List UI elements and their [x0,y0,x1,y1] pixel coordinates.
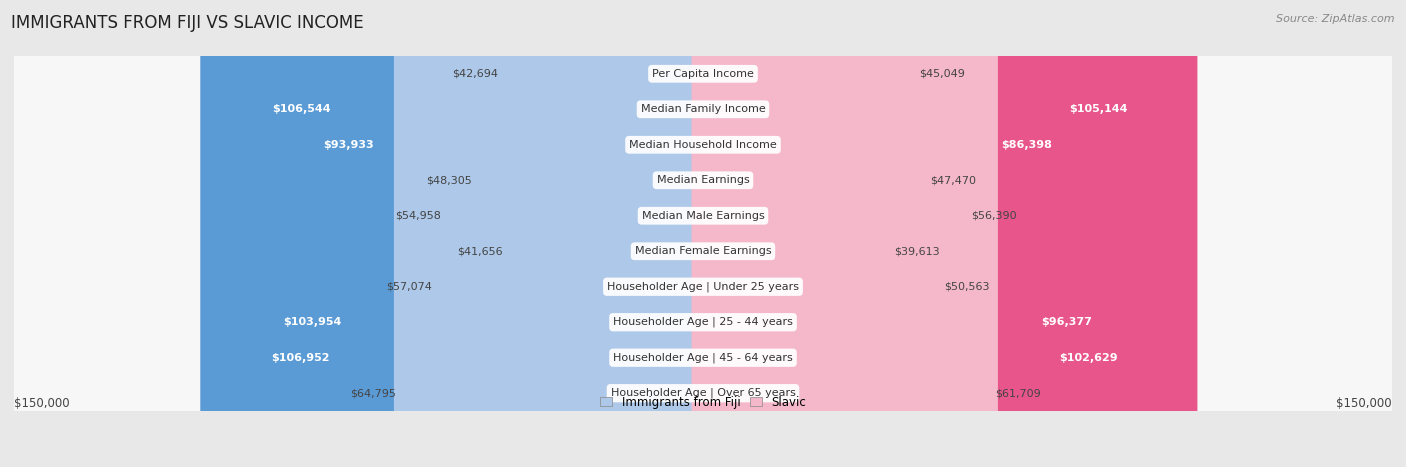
Text: Median Household Income: Median Household Income [628,140,778,150]
FancyBboxPatch shape [692,0,946,467]
Text: $45,049: $45,049 [920,69,965,79]
Text: $54,958: $54,958 [395,211,441,221]
Text: Householder Age | 45 - 64 years: Householder Age | 45 - 64 years [613,353,793,363]
FancyBboxPatch shape [10,0,1396,467]
Text: $93,933: $93,933 [323,140,374,150]
Text: Householder Age | 25 - 44 years: Householder Age | 25 - 44 years [613,317,793,327]
Text: Householder Age | Under 25 years: Householder Age | Under 25 years [607,282,799,292]
Text: $86,398: $86,398 [1001,140,1052,150]
FancyBboxPatch shape [260,0,714,467]
FancyBboxPatch shape [692,0,1111,467]
FancyBboxPatch shape [692,0,1157,467]
Text: Median Family Income: Median Family Income [641,104,765,114]
Text: $50,563: $50,563 [945,282,990,292]
Text: $41,656: $41,656 [457,246,502,256]
FancyBboxPatch shape [394,0,714,467]
Text: $103,954: $103,954 [283,317,342,327]
FancyBboxPatch shape [429,0,714,467]
FancyBboxPatch shape [10,0,1396,467]
FancyBboxPatch shape [692,0,921,467]
Text: $105,144: $105,144 [1070,104,1128,114]
Text: Median Male Earnings: Median Male Earnings [641,211,765,221]
FancyBboxPatch shape [10,0,1396,467]
Text: $61,709: $61,709 [995,388,1042,398]
FancyBboxPatch shape [439,0,714,467]
Text: Source: ZipAtlas.com: Source: ZipAtlas.com [1277,14,1395,24]
Text: $150,000: $150,000 [1336,397,1392,410]
Legend: Immigrants from Fiji, Slavic: Immigrants from Fiji, Slavic [600,396,806,409]
Text: $57,074: $57,074 [385,282,432,292]
FancyBboxPatch shape [10,0,1396,467]
Text: Householder Age | Over 65 years: Householder Age | Over 65 years [610,388,796,398]
FancyBboxPatch shape [692,0,973,467]
FancyBboxPatch shape [692,0,1198,467]
FancyBboxPatch shape [10,0,1396,467]
Text: Per Capita Income: Per Capita Income [652,69,754,79]
Text: Median Female Earnings: Median Female Earnings [634,246,772,256]
Text: $96,377: $96,377 [1042,317,1092,327]
Text: $150,000: $150,000 [14,397,70,410]
FancyBboxPatch shape [495,0,714,467]
Text: $48,305: $48,305 [426,175,472,185]
FancyBboxPatch shape [692,0,998,467]
FancyBboxPatch shape [214,0,714,467]
Text: $106,544: $106,544 [273,104,330,114]
Text: $106,952: $106,952 [271,353,329,363]
Text: IMMIGRANTS FROM FIJI VS SLAVIC INCOME: IMMIGRANTS FROM FIJI VS SLAVIC INCOME [11,14,364,32]
FancyBboxPatch shape [10,0,1396,467]
Text: $56,390: $56,390 [972,211,1017,221]
FancyBboxPatch shape [692,0,932,467]
FancyBboxPatch shape [10,0,1396,467]
Text: $102,629: $102,629 [1059,353,1118,363]
FancyBboxPatch shape [501,0,714,467]
Text: $64,795: $64,795 [350,388,396,398]
FancyBboxPatch shape [692,0,897,467]
FancyBboxPatch shape [10,0,1396,467]
Text: $47,470: $47,470 [931,175,976,185]
Text: $42,694: $42,694 [451,69,498,79]
FancyBboxPatch shape [10,0,1396,467]
FancyBboxPatch shape [200,0,714,467]
Text: Median Earnings: Median Earnings [657,175,749,185]
FancyBboxPatch shape [202,0,714,467]
FancyBboxPatch shape [10,0,1396,467]
Text: $39,613: $39,613 [894,246,939,256]
FancyBboxPatch shape [692,0,1185,467]
FancyBboxPatch shape [470,0,714,467]
